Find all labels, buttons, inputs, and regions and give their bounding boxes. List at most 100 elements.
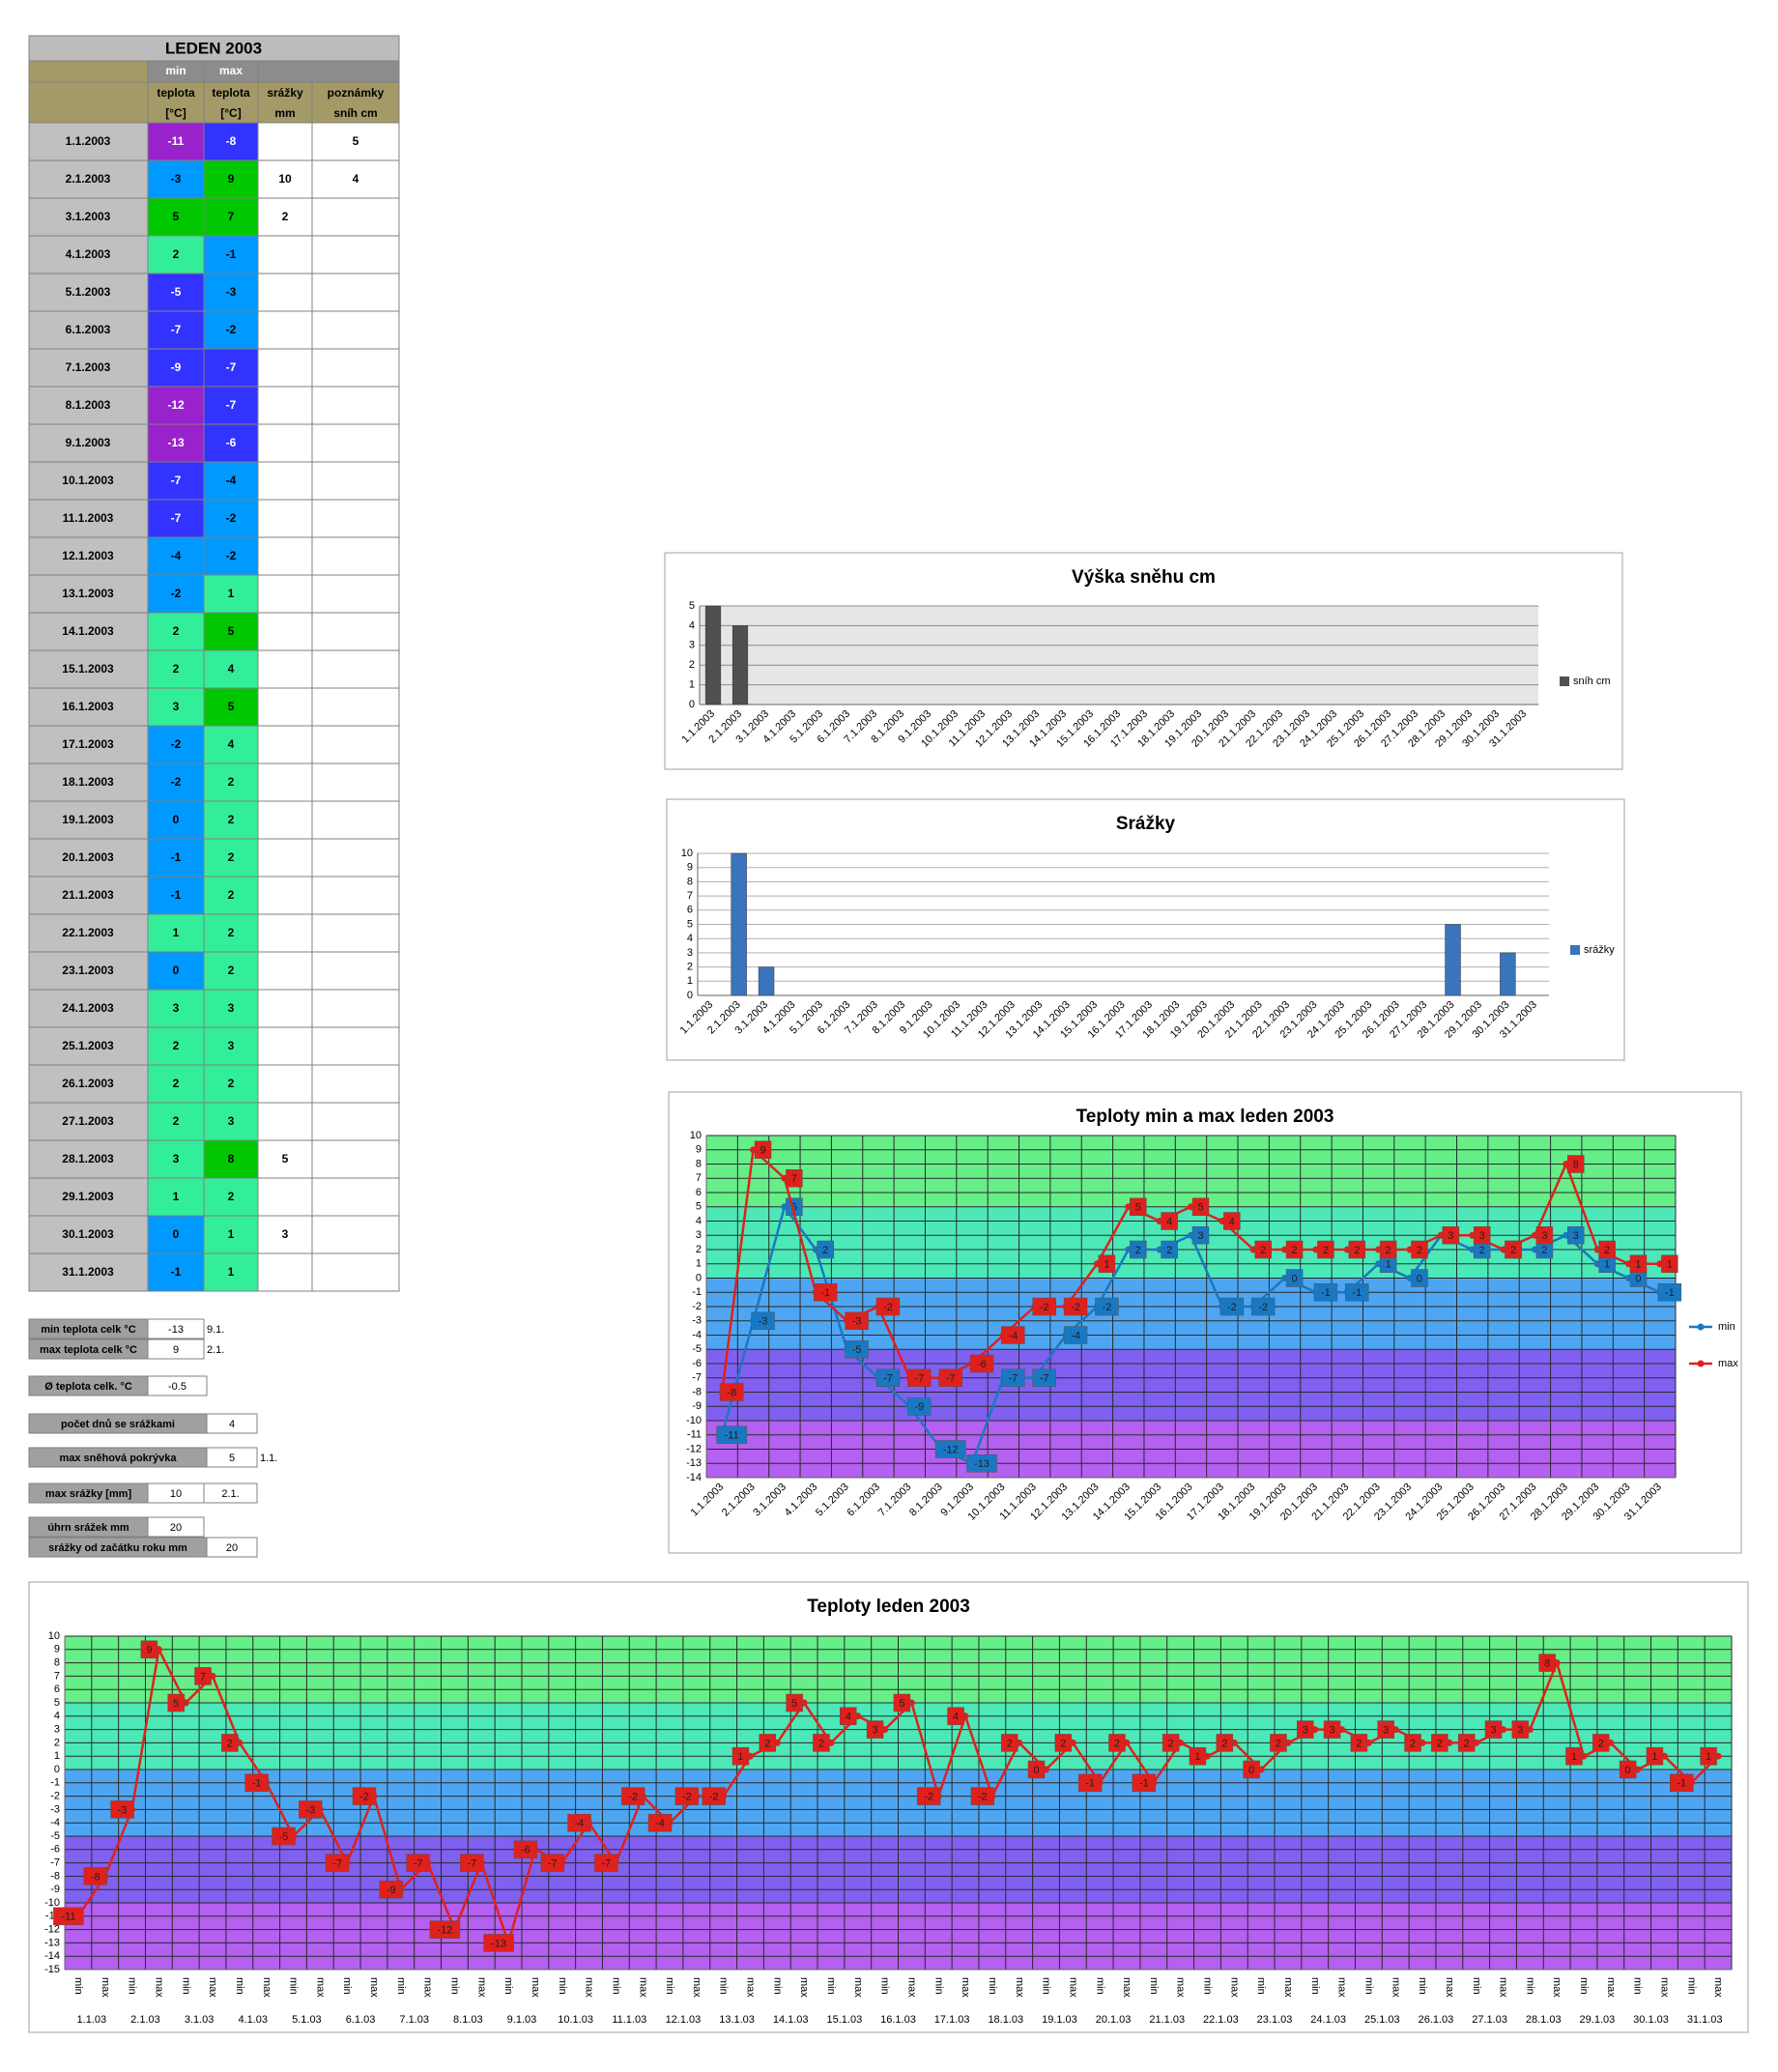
data-label: -6 (521, 1845, 531, 1856)
data-label: 2 (1166, 1245, 1172, 1256)
data-label: -1 (1677, 1778, 1686, 1790)
x-tick-label: min (1041, 1977, 1052, 1995)
data-label-box (1001, 1326, 1025, 1344)
date-text: 29.1.2003 (62, 1190, 114, 1203)
date-text: 15.1.2003 (62, 662, 114, 676)
band (706, 1349, 1676, 1421)
data-label-box (483, 1934, 514, 1952)
x-tick-label: min (879, 1977, 891, 1995)
data-label: 2 (764, 1738, 770, 1749)
data-label-box (1345, 1283, 1369, 1302)
data-label: -2 (978, 1792, 988, 1803)
y-tick-label: 8 (696, 1158, 702, 1169)
value-text: 2 (282, 210, 289, 223)
temp-cell (203, 499, 259, 538)
value-cell (311, 1215, 400, 1254)
data-label: -1 (252, 1778, 262, 1790)
value-cell (257, 1064, 313, 1104)
value-cell (311, 235, 400, 274)
x-tick-label: min (1524, 1977, 1535, 1995)
x-tick-label: min (180, 1977, 191, 1995)
data-label-box (1243, 1760, 1260, 1779)
band (706, 1136, 1676, 1207)
value-cell (311, 197, 400, 237)
data-label: -6 (977, 1359, 987, 1370)
x-tick-label: min (72, 1977, 84, 1995)
group-label: 26.1.03 (1419, 2014, 1454, 2026)
y-tick-label: -13 (44, 1937, 60, 1948)
date-text: 13.1.2003 (62, 587, 114, 600)
value-cell (257, 499, 313, 538)
data-label: -4 (655, 1818, 665, 1829)
data-label: 2 (1276, 1738, 1281, 1749)
temp-text: -1 (171, 888, 182, 902)
data-label-box (1457, 1734, 1476, 1752)
data-label: -13 (491, 1938, 506, 1949)
data-label: 4 (953, 1712, 959, 1723)
data-label: -2 (1103, 1302, 1112, 1313)
temp-cell (147, 159, 205, 199)
legend-swatch (1570, 945, 1580, 955)
group-label: 11.1.03 (612, 2014, 646, 2026)
data-label-box (1285, 1269, 1304, 1287)
y-tick-label: 10 (681, 848, 693, 859)
date-text: 24.1.2003 (62, 1001, 114, 1015)
data-label-box (875, 1368, 901, 1387)
y-tick-label: 0 (689, 699, 695, 710)
data-label-box (1216, 1734, 1234, 1752)
data-label-box (1063, 1297, 1088, 1316)
data-label-box (83, 1867, 107, 1885)
temp-cell (147, 122, 205, 161)
y-tick-label: -4 (50, 1817, 60, 1828)
temp-text: -3 (171, 172, 182, 186)
data-label-box (1505, 1240, 1522, 1259)
temp-cell (147, 838, 205, 878)
data-label: 0 (1625, 1765, 1631, 1776)
data-label: 2 (1007, 1738, 1013, 1749)
data-label-box (1411, 1240, 1428, 1259)
temp-text: 0 (173, 813, 180, 826)
temp-text: 2 (173, 662, 180, 676)
x-tick-label: max (1014, 1977, 1025, 1998)
header-text: mm (274, 106, 295, 120)
x-tick-label: min (449, 1977, 461, 1995)
date-text: 18.1.2003 (62, 775, 114, 789)
value-cell (311, 687, 400, 727)
x-tick-label: min (610, 1977, 621, 1995)
date-cell (28, 122, 149, 161)
temp-text: 1 (228, 1227, 235, 1241)
temp-cell (203, 1026, 259, 1066)
temp-cell (203, 386, 259, 425)
value-cell (311, 386, 400, 425)
y-tick-label: 1 (687, 975, 693, 987)
temp-text: -7 (171, 511, 182, 525)
value-cell (311, 273, 400, 312)
value-cell (257, 197, 313, 237)
value-cell (257, 423, 313, 463)
bar (758, 966, 775, 996)
value-cell (311, 536, 400, 576)
value-cell (311, 348, 400, 388)
data-label: 2 (1168, 1738, 1174, 1749)
date-cell (28, 951, 149, 991)
temp-text: 9 (228, 172, 235, 186)
date-cell (28, 159, 149, 199)
header-text: poznámky (328, 86, 385, 100)
date-cell (28, 1102, 149, 1141)
temp-cell (203, 800, 259, 840)
data-label: 2 (1479, 1245, 1485, 1256)
data-label-box (1132, 1773, 1157, 1793)
summary-value-cell (147, 1318, 205, 1339)
date-text: 11.1.2003 (63, 511, 114, 525)
data-label: 3 (1541, 1230, 1547, 1242)
y-tick-label: 2 (54, 1737, 60, 1748)
value-cell (257, 122, 313, 161)
chart: Teploty leden 2003-15-14-13-12-11-10-9-8… (28, 1581, 1749, 2033)
y-tick-label: -8 (692, 1386, 702, 1397)
data-label: -7 (467, 1858, 476, 1870)
value-cell (311, 951, 400, 991)
date-text: 3.1.2003 (66, 210, 111, 223)
data-label: 1 (737, 1751, 743, 1763)
date-text: 12.1.2003 (62, 549, 114, 562)
x-tick-label: max (691, 1977, 703, 1998)
